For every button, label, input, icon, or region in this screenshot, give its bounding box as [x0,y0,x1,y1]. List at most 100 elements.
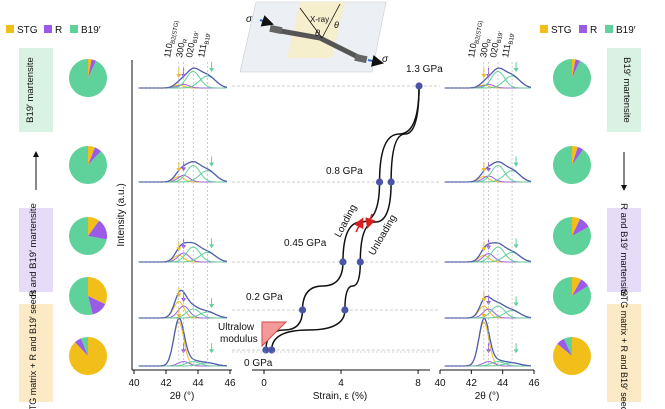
pie-left-3-slice-r [88,296,106,315]
stress-label-3: 0.2 GPa [246,292,283,303]
stress-label-1: 0.8 GPa [326,166,363,177]
ss-ticklabel-1: 4 [338,378,344,389]
pie-left-1-slice-stg [88,146,95,165]
modulus-label-2: modulus [220,334,258,345]
xrd-R-4-arrowhead-b111 [513,349,519,354]
phase-box-stg-right-text: STG matrix + R and B19′ seeds [619,290,629,409]
inset-theta-left: θ [315,28,320,38]
pie-right-1-slice-stg [572,146,578,165]
pie-left-4-slice-r [74,338,88,356]
inset-sigma-right: σ [382,54,389,65]
xrd-L-2-sum [138,241,227,263]
peak-label-b020-left: 020B19′ [184,29,201,58]
pie-left-2-slice-stg [88,217,100,236]
pie-right-3-slice-stg [572,277,582,296]
pie-left-1-slice-b19 [68,146,107,184]
peak-labels-left: 110B2(STG) 300R 020B19′ 111B19′ [162,19,212,59]
xrd-ticklabel-L-1: 42 [160,378,172,389]
peak-label-r-right: 300R [478,37,493,59]
pie-right-2-slice-stg [572,217,581,236]
xrd-panel-right: 2θ (°) [440,369,534,402]
legend-label-b19-right: B19′ [616,25,636,36]
legend-swatch-stg-right [540,25,548,33]
phase-box-stg [19,304,53,402]
inset-grip-left [269,24,283,35]
xrd-ticklabel-R-2: 44 [497,378,509,389]
legend-label-stg: STG [17,25,38,36]
xrd-ticklabel-R-3: 46 [528,378,540,389]
xrd-R-2-stg [444,254,531,263]
pie-right-1-slice-b19 [553,146,591,185]
stress-strain-panel: Strain, ε (%) 0 4 8 1.3 GPa 0.8 GPa 0.45 GPa 0… [218,64,443,402]
xrd-R-1-arrowhead-b111 [513,162,519,167]
legend-label-stg-right: STG [551,25,572,36]
legend-right: STG R B19′ [540,25,636,36]
xrd-L-3-arrowhead-b111 [209,304,215,308]
legend-swatch-r [44,25,52,33]
point-load-2 [339,258,347,266]
xrd-right-xlabel: 2θ (°) [475,391,500,402]
point-load-1 [375,178,384,186]
phase-box-stg-text: STG matrix + R and B19′ seeds [28,289,38,409]
peak-label-b111-left: 111B19′ [196,31,212,59]
stress-label-4: 0 GPa [244,358,273,369]
xrd-R-2-arrowhead-stg [481,247,487,252]
pies-left [68,59,107,376]
xrd-ticklabel-L-0: 40 [128,378,140,389]
xrd-left-xlabel: 2θ (°) [170,391,195,402]
point-unload-2 [356,258,364,266]
xrd-R-2-sum [444,242,532,263]
xrd-ticklabel-R-1: 42 [466,378,478,389]
peak-labels-right: 110B2(STG) 300R 020B19′ 111B19′ [466,20,516,59]
phase-box-r-b19 [19,208,53,292]
point-load-3 [298,306,307,314]
xrd-ticklabel-L-2: 44 [192,378,204,389]
xrd-L-1-arrowhead-r [181,167,187,172]
xrd-L-1-sum [138,160,227,183]
phase-box-b19-right-text: B19′ martensite [621,57,632,123]
point-unload-4 [268,346,276,354]
xrd-R-3-arrowhead-b111 [513,302,519,307]
peak-label-stg-left: 110B2(STG) [162,19,180,59]
pie-right-2-slice-r [572,218,589,236]
phase-boxes-right: B19′ martensite R and B19′ martensite ST… [607,48,641,409]
legend-swatch-stg [6,25,14,33]
modulus-label: Ultralow [218,322,255,333]
ss-ticklabel-0: 0 [261,378,267,389]
xrd-L-4-sum [138,317,227,367]
pie-right-4-slice-stg [552,337,591,375]
pie-left-0-slice-stg [88,59,92,78]
legend-label-r: R [55,25,62,36]
inset-grip-right [354,53,368,64]
pie-left-4-slice-stg [68,337,107,376]
inset-beam-out [321,3,341,39]
pie-right-0-slice-r [572,59,581,78]
point-unload-1 [387,178,395,186]
pie-left-4-slice-b19 [81,337,88,356]
legend-swatch-b19 [70,25,78,33]
stress-label-0: 1.3 GPa [406,64,443,75]
point-unload-3 [341,306,349,314]
inset-theta-right: θ [334,20,339,30]
inset-sigma-left: σ [246,14,253,25]
inset-sigma-arrow-left [259,15,274,27]
pie-left-2-slice-b19 [69,217,107,256]
xrd-R-4-sum [444,317,531,367]
phase-box-b19-line1: B19′ martensite [25,57,36,123]
xrd-L-3-r [138,305,227,319]
inset-specimen [272,27,363,61]
xrd-ticks: 40 42 44 46 40 42 44 46 [128,370,540,389]
xrd-L-2-stg [138,254,227,263]
loading-arrow [353,217,364,233]
pie-left-1-slice-r [88,147,102,165]
pie-left-3-slice-stg [88,277,107,305]
xrd-ylabel: Intensity (a.u.) [116,183,127,246]
legend-swatch-b19-right [605,25,613,33]
xrd-R-3-sum [444,295,531,319]
xrd-ticklabel-R-0: 40 [434,378,446,389]
xrd-L-0-sum [138,67,227,89]
peak-label-b020-right: 020B19′ [488,29,505,58]
xrd-L-0-arrowhead-b111 [209,68,215,72]
phase-boxes-left: B19′ martensite R and B19′ martensite ST… [19,48,53,409]
